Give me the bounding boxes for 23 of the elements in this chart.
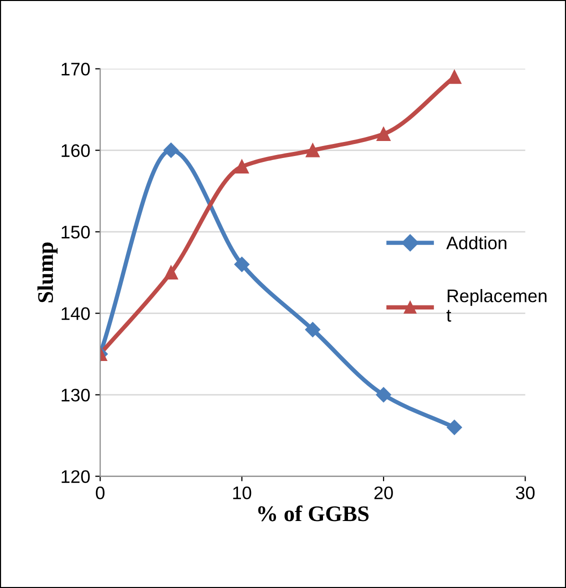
x-axis-title: % of GGBS [258, 505, 369, 522]
y-tick-label: 120 [62, 470, 90, 483]
point [446, 420, 462, 435]
legend-label: Replacemen t [446, 289, 546, 322]
x-tick-label: 20 [374, 486, 393, 500]
x-tick-label: 10 [233, 486, 252, 500]
y-tick-label: 140 [62, 307, 90, 320]
y-tick-label: 160 [62, 144, 90, 158]
x-tick-label: 0 [96, 486, 104, 500]
point [376, 387, 392, 402]
y-tick-label: 170 [62, 62, 90, 76]
point [376, 127, 391, 141]
point [234, 160, 249, 174]
point [164, 266, 178, 280]
point [234, 256, 250, 272]
legend-label: Addtion [446, 236, 506, 250]
y-tick-label: 150 [62, 226, 90, 239]
point [305, 322, 320, 338]
point [163, 142, 179, 158]
y-axis-title: Slump [37, 242, 58, 302]
y-tick-label: 130 [62, 388, 90, 402]
x-tick-label: 30 [516, 486, 535, 500]
point [306, 143, 320, 158]
